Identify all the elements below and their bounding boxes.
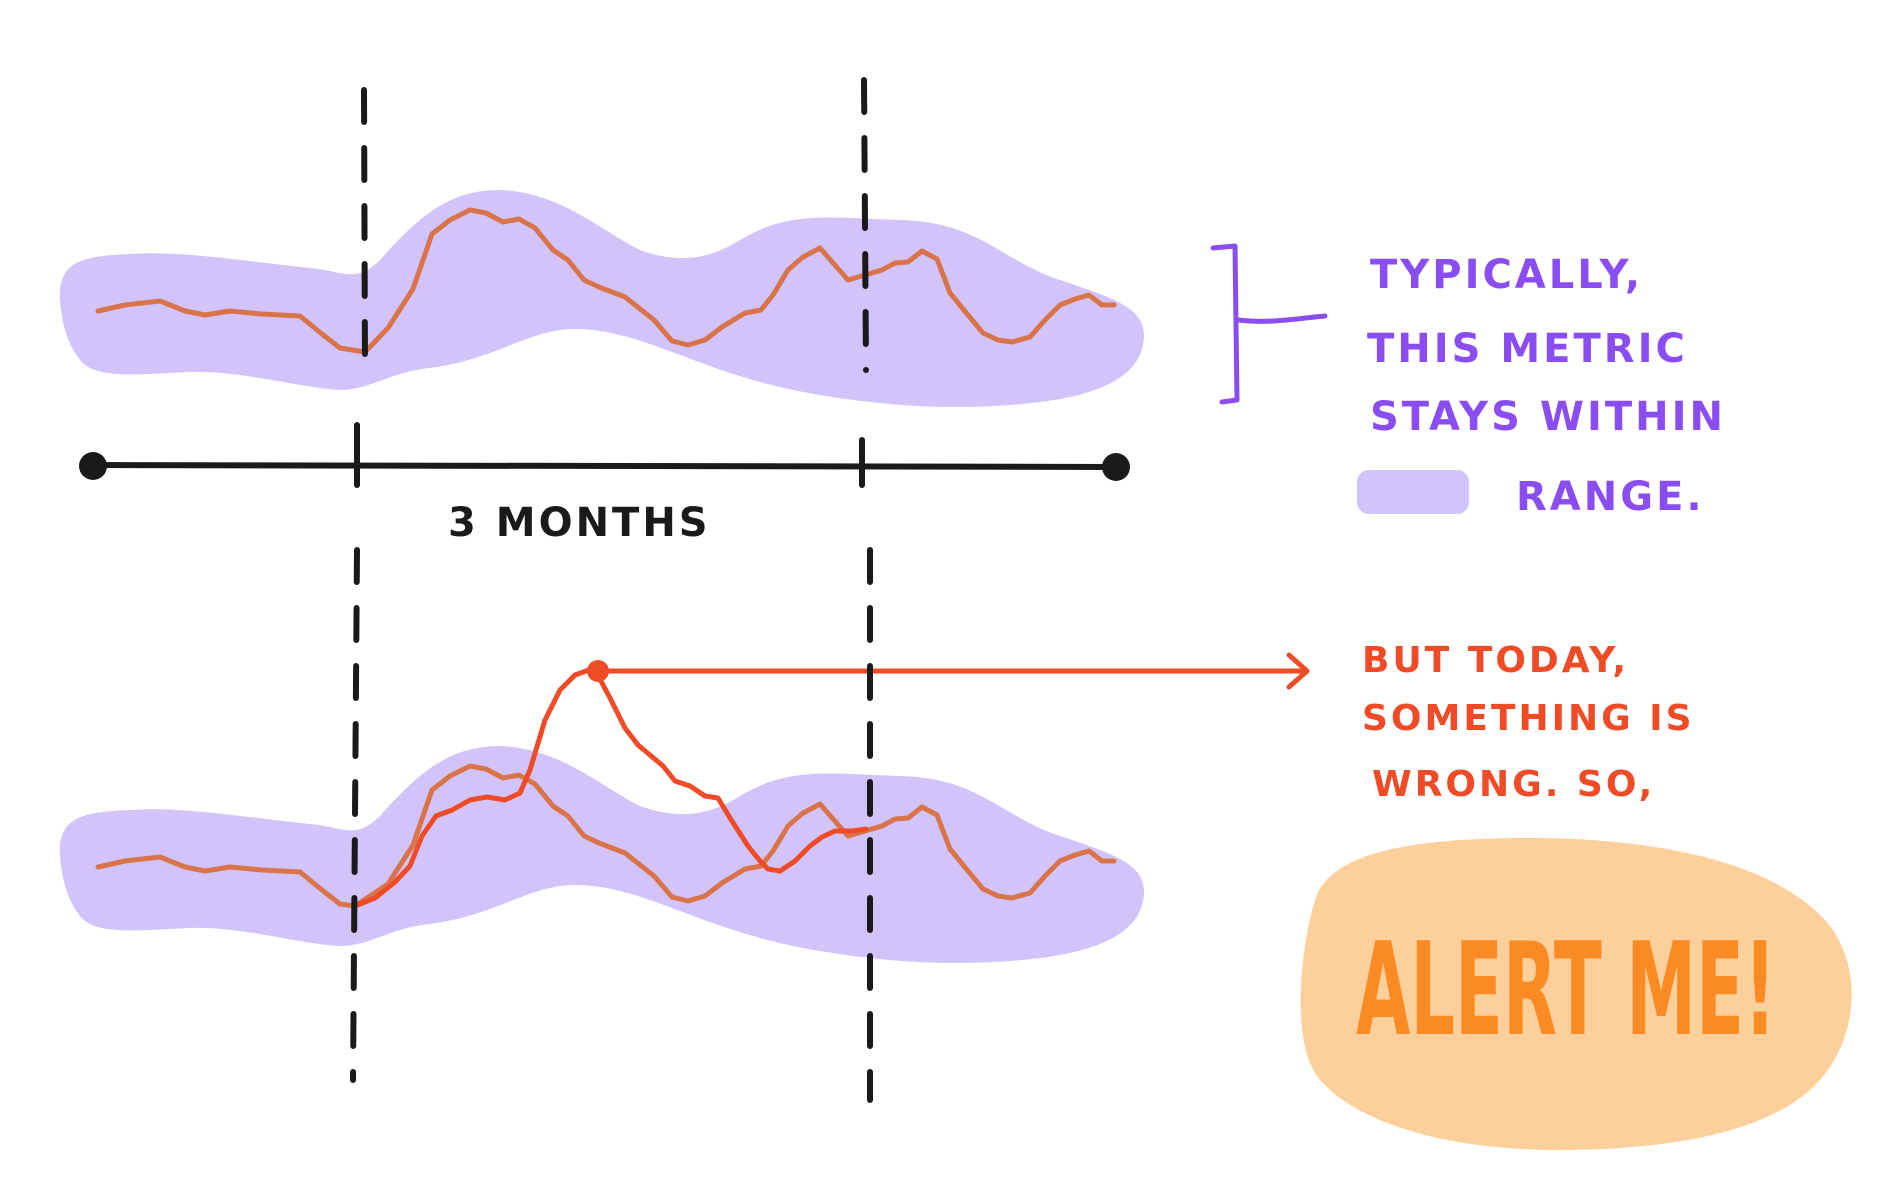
top-metric-line <box>95 207 1117 355</box>
alert-callout: ALERT ME! <box>1300 838 1852 1150</box>
timeline: 3 MONTHS <box>79 422 1130 546</box>
top-left-period-marker <box>361 87 368 373</box>
top-normal-range-band <box>59 190 1144 407</box>
typical-note-line-2: THIS METRIC <box>1367 326 1688 372</box>
bottom-panel <box>59 547 1310 1103</box>
range-legend-swatch <box>1357 470 1469 514</box>
timeline-axis <box>90 462 1119 470</box>
typical-range-annotation: TYPICALLY, THIS METRIC STAYS WITHIN RANG… <box>1210 243 1726 520</box>
today-note-line-2: SOMETHING IS <box>1362 698 1695 739</box>
bottom-normal-range-band <box>59 746 1144 963</box>
typical-note-line-1: TYPICALLY, <box>1370 252 1643 298</box>
bottom-left-period-marker <box>350 547 360 1083</box>
timeline-end-dot <box>1102 453 1130 481</box>
timeline-label: 3 MONTHS <box>448 500 711 546</box>
range-bracket <box>1210 243 1240 405</box>
top-right-period-marker <box>861 77 869 373</box>
alert-blob <box>1300 838 1852 1150</box>
bottom-anomaly-line <box>352 665 869 909</box>
typical-note-line-3: STAYS WITHIN <box>1370 394 1726 440</box>
bracket-arrow <box>1236 313 1328 324</box>
typical-note-range: RANGE. <box>1516 474 1705 520</box>
today-note-line-3: WRONG. SO, <box>1372 764 1655 805</box>
top-panel <box>59 77 1144 407</box>
timeline-start-dot <box>79 452 107 480</box>
bottom-metric-line <box>95 763 1117 909</box>
anomaly-annotation: BUT TODAY, SOMETHING IS WRONG. SO, <box>1362 640 1695 805</box>
anomaly-arrow-head <box>1286 652 1310 690</box>
today-note-line-1: BUT TODAY, <box>1362 640 1629 681</box>
alert-label: ALERT ME! <box>1356 916 1776 1065</box>
